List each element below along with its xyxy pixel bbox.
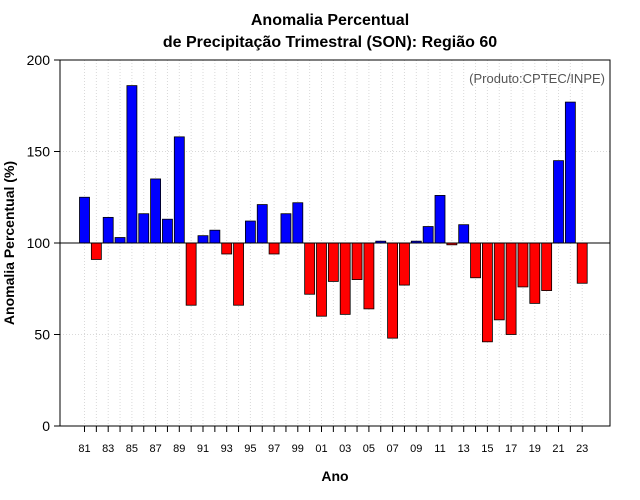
x-tick-label: 19 [529, 443, 541, 455]
x-tick-label: 07 [386, 443, 398, 455]
bar-98 [280, 213, 292, 244]
x-tick-label: 17 [505, 443, 517, 455]
x-tick-label: 03 [339, 443, 351, 455]
bar-13 [458, 224, 470, 244]
bar-87 [150, 178, 162, 244]
bar-15 [481, 242, 493, 343]
bar-03 [339, 242, 351, 315]
x-tick-label: 99 [292, 443, 304, 455]
bar-17 [505, 242, 517, 335]
x-tick-label: 23 [576, 443, 588, 455]
x-tick-label: 15 [481, 443, 493, 455]
x-tick-label: 87 [149, 443, 161, 455]
bar-01 [316, 242, 327, 317]
bar-89 [173, 136, 185, 244]
bar-11 [434, 195, 446, 244]
bar-10 [422, 226, 434, 244]
bar-91 [197, 235, 209, 244]
x-tick-label: 83 [102, 443, 114, 455]
bar-02 [327, 242, 339, 282]
x-tick-label: 91 [197, 443, 209, 455]
x-axis-title: Ano [321, 468, 348, 484]
x-tick-label: 95 [244, 443, 256, 455]
chart-title-line-1: Anomalia Percentual [251, 12, 409, 29]
bar-05 [363, 242, 375, 310]
chart-title-line-2: de Precipitação Trimestral (SON): Região… [163, 34, 497, 51]
x-axis: 81 83 85 87 89 91 93 95 97 99 01 03 05 07 09 11 13 15 17 19… [78, 426, 588, 455]
bar-95 [244, 220, 256, 244]
bar-90 [185, 242, 197, 306]
bar-21 [553, 160, 564, 244]
x-tick-label: 01 [315, 443, 327, 455]
bar-81 [79, 196, 90, 244]
y-tick-label: 200 [27, 52, 51, 68]
bar-00 [304, 242, 316, 295]
x-tick-label: 97 [268, 443, 280, 455]
bar-85 [126, 85, 138, 244]
x-tick-label: 05 [363, 443, 375, 455]
bar-97 [268, 242, 280, 255]
y-tick-label: 50 [34, 327, 50, 343]
y-axis: 0 50 100 150 200 [27, 52, 60, 434]
bar-19 [529, 242, 541, 304]
bar-92 [209, 229, 221, 244]
x-tick-label: 21 [552, 443, 564, 455]
bar-84 [114, 237, 126, 244]
x-tick-label: 85 [126, 443, 138, 455]
bar-99 [292, 202, 304, 244]
bar-86 [138, 213, 150, 244]
bar-22 [564, 101, 576, 244]
bar-04 [351, 242, 363, 280]
x-tick-label: 81 [78, 443, 90, 455]
bar-88 [162, 218, 173, 244]
bar-94 [233, 242, 244, 306]
credit-text: (Produto:CPTEC/INPE) [469, 71, 605, 86]
bar-83 [102, 216, 114, 244]
bar-93 [221, 242, 233, 255]
bar-23 [576, 242, 588, 284]
x-tick-label: 09 [410, 443, 422, 455]
bar-16 [493, 242, 505, 321]
bar-08 [399, 242, 410, 286]
y-tick-label: 0 [42, 418, 50, 434]
bar-18 [517, 242, 529, 288]
x-tick-label: 89 [173, 443, 185, 455]
bar-14 [470, 242, 481, 279]
bar-20 [541, 242, 553, 291]
bar-07 [387, 242, 399, 339]
x-tick-label: 13 [458, 443, 470, 455]
x-tick-label: 11 [434, 443, 445, 455]
bar-layer [60, 85, 610, 343]
y-axis-title: Anomalia Percentual (%) [1, 161, 17, 325]
y-tick-label: 150 [27, 144, 51, 160]
x-tick-label: 93 [221, 443, 233, 455]
bar-96 [256, 204, 268, 244]
bar-82 [90, 242, 102, 260]
y-tick-label: 100 [27, 235, 51, 251]
